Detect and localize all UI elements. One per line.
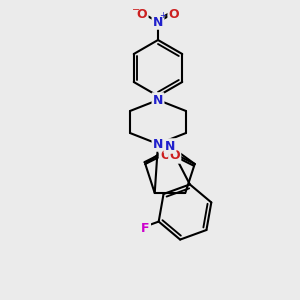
Text: −: − [132,5,140,15]
Text: N: N [153,16,163,28]
Text: O: O [137,8,147,20]
Text: O: O [169,149,180,163]
Text: N: N [165,140,175,152]
Text: N: N [153,137,163,151]
Text: O: O [169,8,179,20]
Text: N: N [153,94,163,106]
Text: +: + [160,11,167,20]
Text: O: O [160,149,171,163]
Text: F: F [141,222,150,235]
